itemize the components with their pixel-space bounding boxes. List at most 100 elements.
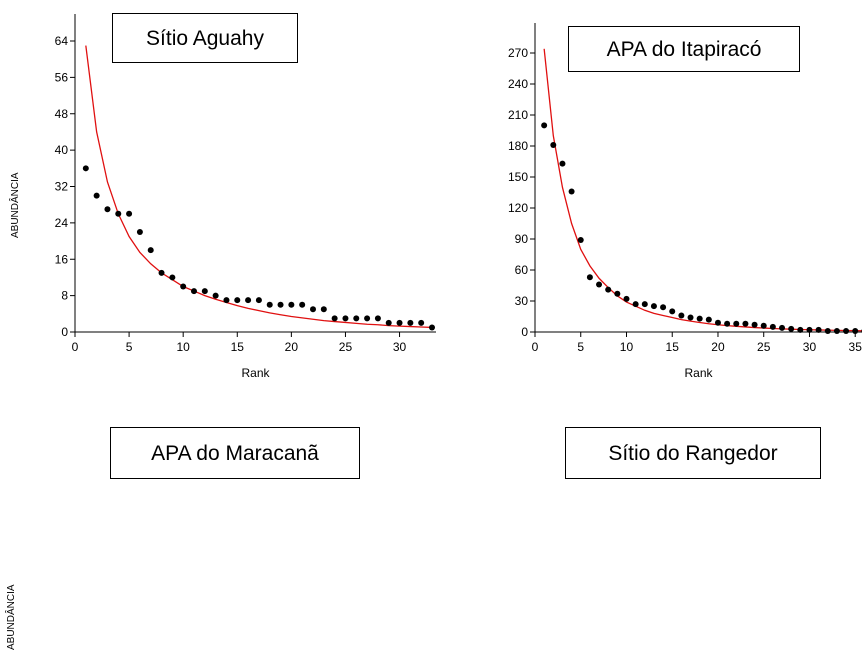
data-point [342,315,349,322]
data-point [180,283,187,290]
data-point [815,326,822,333]
data-point [687,314,694,321]
fit-curve [543,48,862,332]
data-point [660,304,667,311]
chart-sitio-aguahy: 0 8 16 24 32 40 48 56 64 0 5 10 15 20 25 30 Rank [55,14,436,380]
x-tick-label: 35 [849,340,862,354]
data-point [277,301,284,308]
y-tick-label: 90 [515,232,529,246]
title-sitio-rangedor: Sítio do Rangedor [565,427,821,479]
y-tick-label: 30 [515,294,529,308]
x-tick-label: 5 [126,340,133,354]
y-tick-label: 64 [55,34,69,48]
data-point [724,320,731,327]
x-axis-label: Rank [684,366,713,380]
data-point [136,228,143,235]
data-point [429,324,435,331]
data-point [223,297,230,304]
data-point [104,206,111,213]
x-tick-label: 15 [231,340,245,354]
y-axis-label-abundancia: ABUNDÂNCIA [10,172,21,238]
data-point [596,281,603,288]
data-point [605,286,612,293]
y-tick-label: 24 [55,216,69,230]
data-point [299,301,306,308]
data-point [559,160,566,167]
x-tick-label: 0 [532,340,539,354]
y-tick-label: 270 [508,46,528,60]
y-tick-label: 0 [521,325,528,339]
y-tick-label: 16 [55,252,69,266]
y-tick-label: 180 [508,139,528,153]
data-point [255,297,262,304]
x-tick-label: 10 [177,340,191,354]
data-point [550,141,557,148]
data-point [407,319,414,326]
y-tick-label: 32 [55,180,69,194]
data-point [568,188,575,195]
data-point [115,210,122,217]
x-tick-label: 25 [757,340,771,354]
data-point [234,297,241,304]
x-tick-label: 0 [72,340,79,354]
data-point [797,326,804,333]
y-tick-label: 48 [55,107,69,121]
data-point [669,308,676,315]
data-point [245,297,252,304]
data-point [696,315,703,322]
x-tick-label: 30 [803,340,817,354]
data-point [577,237,584,244]
title-apa-maracana: APA do Maracanã [110,427,360,479]
data-point [678,312,685,319]
y-tick-label: 40 [55,143,69,157]
data-point [751,321,758,328]
data-point [714,319,721,326]
title-apa-itapiraco: APA do Itapiracó [568,26,800,72]
data-point [201,288,208,295]
y-tick-label: 0 [61,325,68,339]
y-axis-label-abundancia-lower: ABUNDÂNCIA [6,584,17,650]
title-sitio-aguahy: Sítio Aguahy [112,13,298,63]
data-point [169,274,176,281]
x-tick-label: 20 [711,340,725,354]
data-point [806,326,813,333]
data-point [632,301,639,308]
y-tick-label: 150 [508,170,528,184]
data-point [824,327,831,334]
data-point [733,320,740,327]
data-point [147,247,154,254]
data-point [833,327,840,334]
data-point [650,303,657,310]
data-point [769,323,776,330]
data-point [779,324,786,331]
data-point [623,295,630,302]
x-tick-label: 25 [339,340,353,354]
data-point [374,315,381,322]
data-point [191,288,197,295]
data-point [126,210,133,217]
data-point [760,322,767,329]
y-tick-label: 240 [508,77,528,91]
data-point [82,165,89,172]
data-point [331,315,338,322]
data-point [288,301,295,308]
y-tick-label: 8 [61,289,68,303]
data-point [705,316,712,323]
chart-apa-itapiraco: 0 30 60 90 120 150 180 210 240 270 0 5 10 15 20 25 30 35 R… [508,23,862,380]
data-point [93,192,100,199]
data-point [418,319,425,326]
data-point [353,315,360,322]
data-point [742,320,749,327]
x-tick-label: 30 [393,340,407,354]
data-point [541,122,548,129]
data-point [614,290,621,297]
y-tick-label: 210 [508,108,528,122]
x-tick-label: 10 [620,340,634,354]
data-point [158,269,165,276]
x-tick-label: 20 [285,340,299,354]
data-point [266,301,273,308]
data-point [852,327,859,334]
data-point [788,325,795,332]
data-point [843,327,850,334]
fit-curve [85,45,433,329]
